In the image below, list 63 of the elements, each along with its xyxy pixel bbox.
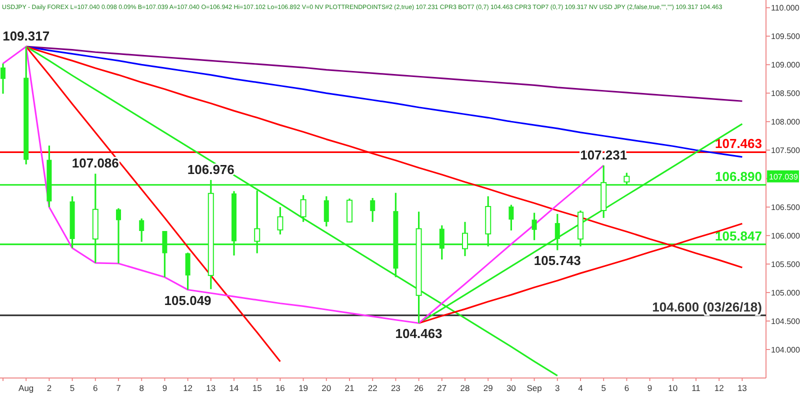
x-tick-label: 26 xyxy=(414,383,424,393)
x-tick-label: 14 xyxy=(229,383,239,393)
x-tick-label: 6 xyxy=(624,383,630,393)
x-tick-label: 10 xyxy=(668,383,678,393)
y-tick-label: 106.000 xyxy=(771,232,800,241)
x-tick-label: 23 xyxy=(390,383,401,393)
x-tick-label: 9 xyxy=(162,383,168,393)
ref-line-label: 104.600 (03/26/18) xyxy=(652,299,762,314)
candlestick xyxy=(185,252,190,291)
x-tick-label: 20 xyxy=(322,383,332,393)
y-tick-label: 106.500 xyxy=(771,203,800,212)
y-tick-label: 104.000 xyxy=(771,346,800,355)
y-tick-label: 105.000 xyxy=(771,288,800,298)
x-tick-label: 4 xyxy=(578,383,584,393)
x-tick-label: 5 xyxy=(601,383,606,393)
x-tick-label: 15 xyxy=(252,383,262,393)
x-tick-label: 5 xyxy=(70,383,75,393)
annotation: 104.463 xyxy=(395,326,442,342)
x-tick-label: 7 xyxy=(116,383,122,393)
y-tick-label: 110.000 xyxy=(771,4,800,13)
candlestick xyxy=(346,198,352,224)
y-tick-label: 109.500 xyxy=(771,32,800,42)
y-tick-label: 107.500 xyxy=(771,146,800,156)
candlestick xyxy=(532,212,537,241)
ref-line-label: 105.847 xyxy=(715,228,762,244)
x-tick-label: 9 xyxy=(647,383,652,393)
x-tick-label: 30 xyxy=(506,383,516,393)
x-tick-label: 11 xyxy=(692,383,701,393)
y-tick-label: 108.500 xyxy=(771,89,800,98)
annotation: 105.049 xyxy=(164,292,212,308)
annotation: 109.317 xyxy=(2,28,50,44)
x-tick-label: 13 xyxy=(206,383,216,393)
x-tick-label: 12 xyxy=(183,383,193,393)
x-tick-label: 22 xyxy=(368,383,378,393)
y-tick-label: 108.000 xyxy=(771,118,800,127)
annotation: 105.743 xyxy=(534,253,581,268)
x-tick-label: 2 xyxy=(46,383,52,393)
candlestick xyxy=(277,206,284,236)
x-tick-label: 16 xyxy=(275,383,286,393)
candlestick xyxy=(370,197,376,223)
x-tick-label: Sep xyxy=(526,383,542,393)
x-tick-label: 21 xyxy=(344,383,354,393)
x-tick-label: 3 xyxy=(555,383,560,393)
x-tick-label: 13 xyxy=(737,383,748,393)
x-tick-label: 12 xyxy=(714,383,724,393)
candlestick xyxy=(300,194,306,223)
ref-line-label: 106.890 xyxy=(715,168,762,184)
x-tick-label: 28 xyxy=(460,383,470,393)
x-tick-label: 6 xyxy=(93,383,98,393)
candlestick xyxy=(508,204,514,232)
x-tick-label: Aug xyxy=(18,383,34,393)
y-tick-label: 109.000 xyxy=(771,60,800,70)
y-tick-label: 105.500 xyxy=(771,260,800,270)
ref-line-label: 107.463 xyxy=(715,136,762,152)
candlestick xyxy=(324,195,329,228)
annotation: 107.086 xyxy=(72,156,119,171)
x-tick-label: 8 xyxy=(139,383,144,393)
annotation: 107.039 xyxy=(769,172,798,182)
x-tick-label: 29 xyxy=(483,383,494,393)
x-tick-label: 19 xyxy=(298,383,308,393)
x-tick-label: 27 xyxy=(437,383,447,393)
y-tick-label: 104.500 xyxy=(771,317,800,326)
candlestick xyxy=(0,62,6,95)
